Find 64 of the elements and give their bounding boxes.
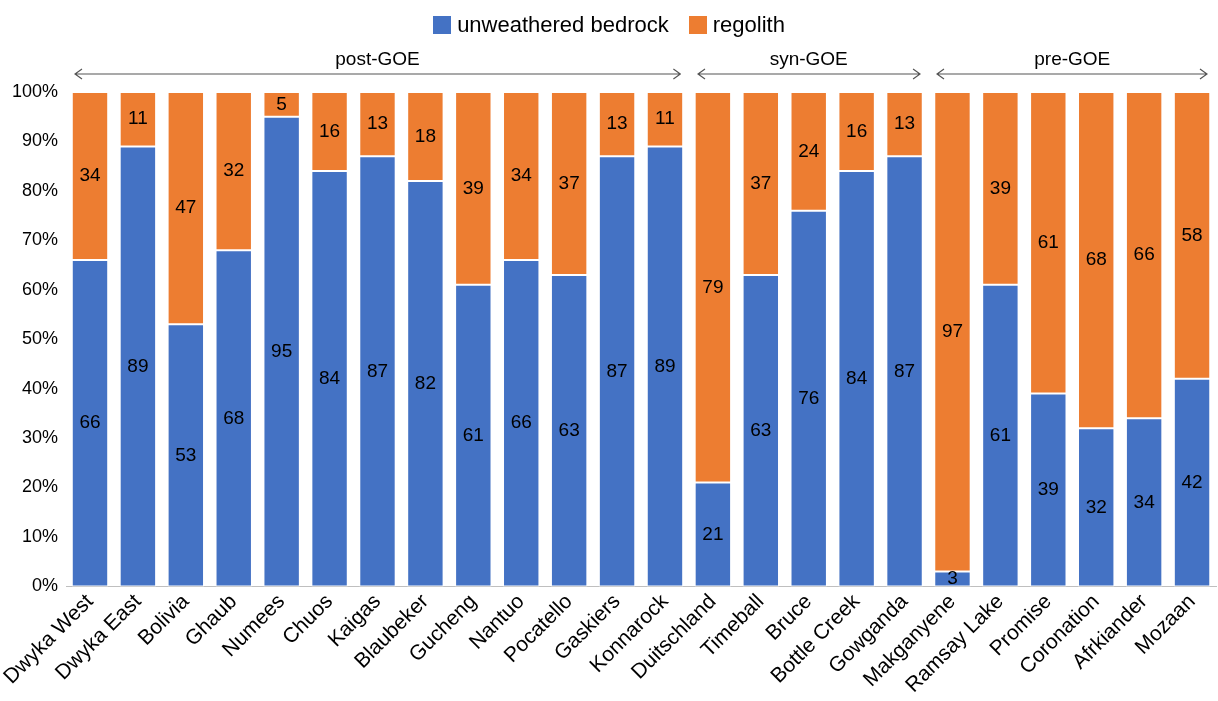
data-label: 32 <box>223 159 245 181</box>
data-label: 16 <box>846 119 868 141</box>
y-tick-label: 40% <box>22 377 59 398</box>
text: post-GOE <box>329 48 426 70</box>
data-label: 13 <box>606 112 628 134</box>
data-label: 13 <box>893 112 916 134</box>
data-label: 34 <box>510 164 533 186</box>
data-label: 76 <box>798 386 820 408</box>
data-label: 53 <box>175 443 197 465</box>
data-label: 3 <box>947 567 958 589</box>
data-label: 42 <box>1181 470 1203 492</box>
data-label: 39 <box>1037 478 1059 500</box>
y-tick-label: 90% <box>22 130 59 151</box>
y-tick-label: 100% <box>11 80 59 101</box>
y-tick-label: 30% <box>22 427 59 448</box>
data-label: 66 <box>1133 243 1155 265</box>
data-label: 63 <box>750 418 772 440</box>
data-label: 39 <box>462 176 484 198</box>
y-tick-label: 0% <box>32 575 59 596</box>
y-tick-label: 50% <box>22 328 59 349</box>
data-label: 34 <box>79 164 101 186</box>
data-label: 87 <box>893 359 916 381</box>
data-label: 87 <box>366 359 389 381</box>
data-label: 82 <box>414 371 436 393</box>
data-label: 58 <box>1181 223 1203 245</box>
data-label: 18 <box>414 124 436 146</box>
y-tick-label: 70% <box>22 229 59 250</box>
y-tick-label: 60% <box>22 278 59 299</box>
data-label: 13 <box>366 112 389 134</box>
data-label: 68 <box>1085 248 1107 270</box>
data-label: 84 <box>846 366 868 388</box>
data-label: 21 <box>702 522 724 544</box>
data-label: 79 <box>702 275 724 297</box>
text: syn-GOE <box>763 48 854 70</box>
data-label: 24 <box>798 139 820 161</box>
data-label: 39 <box>989 176 1011 198</box>
data-label: 61 <box>1037 231 1059 253</box>
data-label: 61 <box>989 423 1011 445</box>
data-label: 66 <box>510 411 532 433</box>
data-label: 5 <box>276 92 287 114</box>
y-tick-label: 10% <box>22 525 59 546</box>
data-label: 68 <box>223 406 245 428</box>
data-label: 63 <box>558 418 580 440</box>
y-tick-label: 80% <box>22 179 59 200</box>
data-label: 61 <box>462 423 484 445</box>
data-label: 84 <box>319 366 341 388</box>
data-label: 37 <box>750 171 772 193</box>
data-label: 16 <box>319 119 341 141</box>
data-label: 95 <box>271 339 293 361</box>
legend-label: regolith <box>712 12 785 37</box>
data-label: 89 <box>654 354 676 376</box>
data-label: 11 <box>128 107 148 129</box>
data-label: 47 <box>175 196 197 218</box>
data-label: 34 <box>1133 490 1156 512</box>
data-label: 89 <box>127 354 149 376</box>
data-label: 11 <box>655 107 675 129</box>
text: pre-GOE <box>1028 48 1117 70</box>
data-label: 66 <box>79 411 101 433</box>
data-label: 32 <box>1085 495 1107 517</box>
y-tick-label: 20% <box>22 476 59 497</box>
data-label: 87 <box>606 359 628 381</box>
legend-label: unweathered bedrock <box>457 12 669 37</box>
data-label: 37 <box>558 171 580 193</box>
data-label: 97 <box>941 320 964 342</box>
